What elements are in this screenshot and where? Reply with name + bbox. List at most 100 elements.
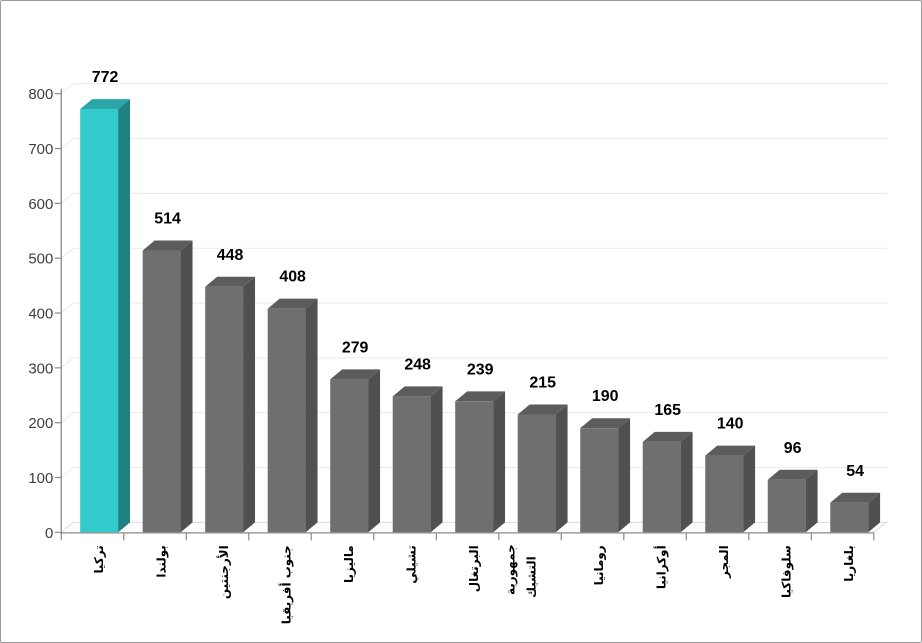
floor-line (873, 521, 887, 533)
bar-front-face (767, 479, 806, 533)
bar-top-face (267, 298, 318, 309)
y-axis-label: 500 (28, 251, 53, 268)
y-axis-label: 100 (28, 470, 53, 487)
y-axis-label: 200 (28, 415, 53, 432)
bar (392, 386, 443, 533)
bar (830, 492, 881, 533)
y-axis-label: 600 (28, 196, 53, 213)
y-axis-label: 0 (45, 525, 53, 542)
bar-front-face (392, 396, 431, 533)
bar-front-face (517, 414, 556, 533)
category-label: بولندا (155, 545, 170, 577)
value-label: 448 (217, 247, 244, 264)
bar-top-face (705, 445, 756, 456)
bar (767, 469, 818, 533)
y-axis-labels: 0 100 200 300 400 500 600 700 800 (28, 86, 53, 542)
category-label: بلغاريا (842, 545, 856, 581)
y-axis-label: 700 (28, 141, 53, 158)
value-label: 408 (279, 269, 306, 286)
category-label: الأرجنتين (216, 545, 231, 599)
category-label: أوكرانيا (654, 545, 670, 589)
bar-top-face (392, 386, 443, 397)
bar (517, 404, 568, 533)
bar-front-face (330, 379, 369, 533)
value-label: 54 (846, 463, 864, 480)
value-label: 165 (654, 402, 681, 419)
category-label: تركيا (92, 545, 106, 573)
value-labels: 772 514 448 408 279 248 239 215 190 165 140 96 54 (92, 69, 864, 480)
bar-front-face (580, 428, 619, 533)
gridlines (60, 83, 888, 478)
gridline (60, 357, 888, 369)
bar-front-face (642, 441, 681, 533)
bar-top-face (142, 240, 193, 251)
bar-front-face (830, 502, 869, 533)
bar (267, 298, 318, 533)
gridline (60, 412, 888, 424)
bar-front-face (267, 308, 306, 533)
bar-side-face (680, 431, 693, 533)
category-label: رومانيا (592, 545, 607, 585)
bar-side-face (243, 276, 256, 533)
value-label: 96 (784, 440, 802, 457)
category-label: المجر (717, 545, 731, 579)
bar (142, 240, 193, 533)
value-label: 514 (154, 211, 181, 228)
bar-front-face (142, 250, 181, 533)
bar-side-face (618, 418, 631, 533)
gridline (60, 83, 888, 95)
bar-top-face (830, 492, 881, 503)
bar-top-face (767, 469, 818, 480)
bar (330, 369, 381, 533)
value-label: 239 (467, 361, 494, 378)
bar-side-face (368, 369, 381, 533)
category-label: التشيك (525, 556, 539, 598)
bar-front-face (455, 401, 494, 533)
value-label: 140 (717, 416, 744, 433)
bar-top-face (517, 404, 568, 415)
bar (455, 391, 506, 533)
category-label: جنوب أفريقيا (279, 545, 295, 624)
category-label: سلوفاكيا (780, 545, 795, 598)
gridline (60, 192, 888, 204)
bar (205, 276, 256, 533)
bar-side-face (555, 404, 568, 533)
bar (705, 445, 756, 533)
value-label: 215 (529, 375, 556, 392)
bar-top-face (642, 431, 693, 442)
axes (54, 88, 875, 541)
bar-side-face (430, 386, 443, 533)
category-label: جمهورية (504, 544, 519, 595)
bar-side-face (305, 298, 318, 533)
bar-side-face (868, 492, 881, 533)
bar-top-face (80, 99, 131, 110)
bar-top-face (455, 391, 506, 402)
y-axis-label: 400 (28, 306, 53, 323)
bar-top-face (580, 418, 631, 429)
category-label: ماليزيا (342, 545, 356, 583)
y-axis-label: 300 (28, 360, 53, 377)
bar-front-face (705, 455, 744, 533)
bar (642, 431, 693, 533)
gridline (60, 138, 888, 149)
bar-side-face (118, 99, 131, 533)
value-label: 248 (404, 356, 431, 373)
gridline (60, 302, 888, 314)
gridline (60, 247, 888, 259)
bar-front-face (80, 109, 119, 533)
bar-top-face (330, 369, 381, 380)
bar-side-face (743, 445, 756, 533)
bar-side-face (805, 469, 818, 533)
bar-side-face (180, 240, 193, 533)
category-label: تشيلي (405, 545, 419, 584)
bar-side-face (493, 391, 506, 533)
y-axis-label: 800 (28, 86, 53, 103)
category-label: البرتغال (467, 545, 481, 592)
value-label: 279 (342, 339, 369, 356)
value-label: 190 (592, 388, 619, 405)
bars (80, 99, 881, 533)
bar-top-face (205, 276, 256, 287)
category-labels: تركيا بولندا الأرجنتين جنوب أفريقيا ماليزيا ت… (92, 544, 856, 624)
